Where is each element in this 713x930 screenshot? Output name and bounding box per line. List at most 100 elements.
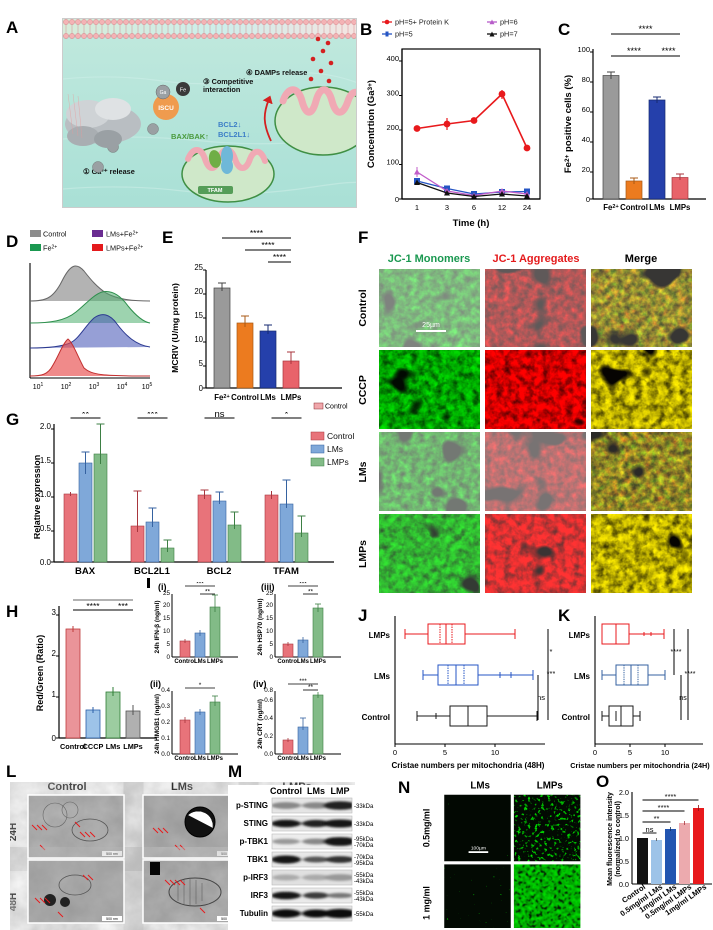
svg-text:2: 2 [52, 649, 57, 658]
svg-text:100: 100 [577, 45, 590, 54]
svg-text:0.5mg/ml: 0.5mg/ml [421, 809, 431, 848]
svg-text:101: 101 [33, 382, 44, 391]
svg-text:BAX/BAK↑: BAX/BAK↑ [171, 132, 209, 141]
svg-text:LMs: LMs [171, 781, 193, 793]
svg-text:Time (h): Time (h) [453, 218, 490, 229]
svg-text:pH=7: pH=7 [500, 30, 518, 39]
svg-text:Control: Control [231, 393, 259, 402]
svg-text:Mean fluorescence intensity: Mean fluorescence intensity [607, 792, 614, 886]
svg-text:***: *** [196, 582, 204, 588]
svg-text:0.8: 0.8 [264, 687, 273, 694]
svg-text:Control: Control [562, 713, 590, 722]
svg-text:(normalized to control): (normalized to control) [615, 801, 622, 877]
svg-text:ns: ns [646, 825, 654, 834]
svg-text:3: 3 [52, 608, 57, 617]
svg-text:LMPs+Fe2+: LMPs+Fe2+ [106, 244, 143, 253]
svg-text:***: *** [299, 678, 307, 685]
svg-text:20: 20 [266, 602, 274, 609]
svg-text:p-STING: p-STING [236, 801, 268, 810]
svg-text:60: 60 [582, 105, 590, 114]
svg-text:80: 80 [582, 75, 590, 84]
svg-text:1: 1 [415, 203, 419, 212]
svg-text:Control: Control [174, 659, 196, 665]
svg-text:LMs: LMs [106, 742, 121, 751]
svg-text:Ga: Ga [160, 90, 167, 96]
svg-text:10: 10 [163, 628, 171, 635]
svg-text:TFAM: TFAM [208, 188, 223, 194]
svg-text:103: 103 [89, 382, 100, 391]
svg-text:24: 24 [523, 203, 531, 212]
svg-text:TFAM: TFAM [273, 566, 299, 577]
svg-text:(ii): (ii) [150, 679, 161, 689]
svg-text:0.0: 0.0 [619, 880, 629, 889]
svg-text:LMs+Fe2+: LMs+Fe2+ [106, 230, 138, 239]
svg-text:LMs: LMs [260, 393, 276, 402]
svg-text:LMPs: LMPs [369, 631, 391, 640]
svg-text:0.4: 0.4 [264, 715, 273, 722]
svg-text:****: **** [250, 228, 264, 238]
svg-text:Control: Control [277, 659, 299, 665]
svg-text:40: 40 [582, 135, 590, 144]
svg-text:ns: ns [537, 693, 545, 702]
svg-text:100µm: 100µm [471, 845, 486, 851]
svg-text:LMPs: LMPs [569, 631, 591, 640]
svg-text:0: 0 [269, 654, 273, 661]
svg-text:**: ** [205, 589, 211, 596]
svg-text:5: 5 [628, 748, 632, 757]
svg-text:pH=6: pH=6 [500, 18, 518, 27]
svg-text:15: 15 [194, 311, 203, 320]
svg-text:Tubulin: Tubulin [240, 909, 268, 918]
svg-text:Control: Control [270, 786, 302, 796]
svg-text:500 nm: 500 nm [106, 917, 118, 921]
svg-text:****: **** [627, 46, 642, 56]
svg-text:CCCP: CCCP [358, 375, 369, 405]
svg-text:*: * [550, 647, 553, 656]
svg-text:LMPs: LMPs [670, 203, 691, 212]
svg-text:Concentrtion (Ga3+): Concentrtion (Ga3+) [366, 80, 377, 168]
svg-text:Control: Control [362, 713, 390, 722]
svg-text:0.6: 0.6 [264, 697, 273, 704]
svg-text:LMs: LMs [297, 659, 310, 665]
svg-text:24h CRT (ng/ml): 24h CRT (ng/ml) [257, 699, 264, 749]
svg-text:LMs: LMs [194, 756, 207, 762]
svg-text:LMPs: LMPs [207, 659, 224, 665]
svg-text:48H: 48H [10, 893, 19, 911]
svg-text:LMPs: LMPs [358, 540, 369, 568]
svg-text:JC-1 Aggregates: JC-1 Aggregates [492, 253, 579, 265]
svg-text:25µm: 25µm [422, 322, 440, 329]
svg-text:20: 20 [582, 165, 590, 174]
svg-text:Red/Green (Ratio): Red/Green (Ratio) [35, 635, 45, 712]
svg-text:-70kDa: -70kDa [354, 843, 374, 849]
svg-text:LMPs: LMPs [310, 756, 327, 762]
svg-text:-95kDa: -95kDa [354, 861, 374, 867]
svg-text:LMPs: LMPs [207, 756, 224, 762]
svg-text:LMPs: LMPs [310, 659, 327, 665]
svg-text:BCL2L1: BCL2L1 [134, 566, 171, 577]
svg-text:LMs: LMs [470, 781, 490, 792]
svg-text:****: **** [638, 24, 653, 34]
svg-text:10: 10 [661, 748, 669, 757]
svg-text:5: 5 [199, 359, 204, 368]
svg-text:BCL2: BCL2 [207, 566, 232, 577]
svg-text:***: *** [299, 582, 307, 588]
svg-text:0: 0 [393, 748, 397, 757]
svg-text:CCCP: CCCP [83, 742, 104, 751]
svg-text:400: 400 [386, 54, 399, 63]
svg-text:Control: Control [327, 431, 354, 441]
svg-text:LMs: LMs [649, 203, 665, 212]
svg-text:****: **** [261, 240, 275, 250]
svg-text:24h IFN-β (ng/ml): 24h IFN-β (ng/ml) [154, 600, 161, 653]
svg-text:LMs: LMs [574, 672, 591, 681]
svg-text:500 nm: 500 nm [106, 852, 118, 856]
svg-text:**: ** [82, 412, 90, 420]
svg-text:0.2: 0.2 [161, 719, 170, 726]
svg-text:Cristae numbers per mitochondr: Cristae numbers per mitochondria (48H) [392, 761, 545, 770]
svg-text:LMPs: LMPs [123, 742, 142, 751]
svg-text:Control: Control [43, 230, 67, 239]
svg-text:0: 0 [395, 195, 399, 204]
svg-text:15: 15 [266, 615, 274, 622]
svg-text:LMPs: LMPs [327, 457, 349, 467]
svg-text:24h HSP70 (ng/ml): 24h HSP70 (ng/ml) [257, 598, 264, 655]
svg-text:BCL2↓: BCL2↓ [218, 120, 241, 129]
svg-text:5: 5 [166, 641, 170, 648]
